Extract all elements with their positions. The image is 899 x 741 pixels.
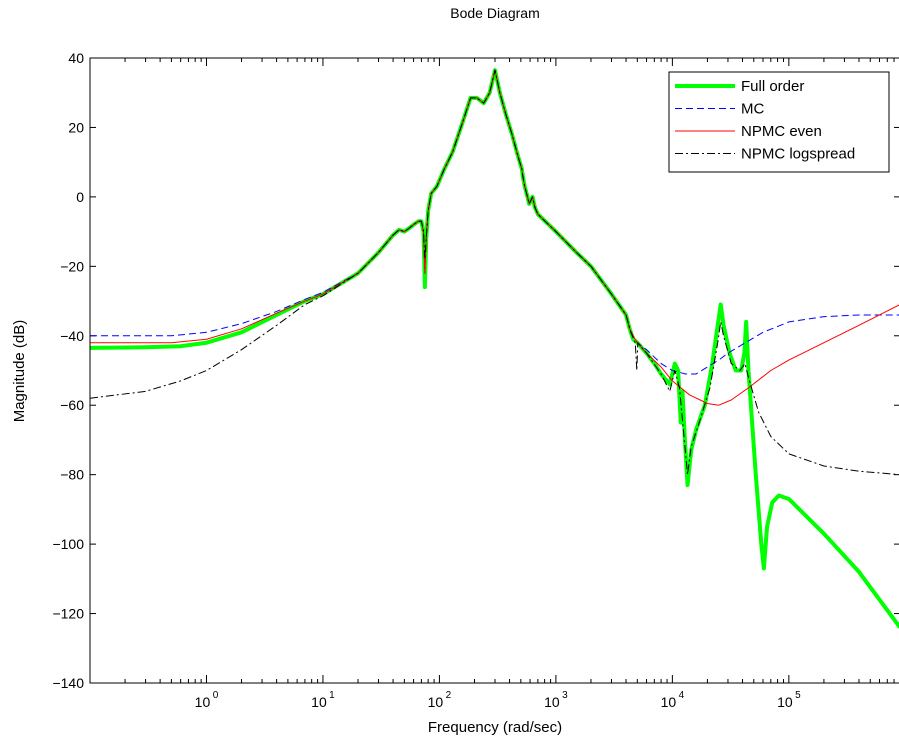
legend-label-full-order: Full order (741, 78, 804, 95)
x-tick-label: 10 (311, 694, 327, 710)
x-tick-exponent: 5 (795, 690, 801, 701)
y-tick-label: −120 (52, 606, 84, 622)
y-tick-label: 20 (68, 119, 84, 135)
y-tick-label: −20 (60, 258, 84, 274)
y-axis-label: Magnitude (dB) (11, 320, 28, 423)
x-tick-label: 10 (777, 694, 793, 710)
legend-box (668, 71, 890, 173)
legend-label-mc: MC (741, 101, 764, 118)
legend-label-npmc-even: NPMC even (741, 123, 822, 140)
y-tick-label: 0 (76, 189, 84, 205)
x-tick-exponent: 1 (329, 690, 335, 701)
y-tick-label: −80 (60, 467, 84, 483)
x-tick-label: 10 (195, 694, 211, 710)
chart-title: Bode Diagram (450, 5, 540, 21)
x-axis-label: Frequency (rad/sec) (428, 719, 562, 736)
x-tick-label: 10 (544, 694, 560, 710)
x-tick-label: 10 (428, 694, 444, 710)
y-tick-label: −140 (52, 675, 84, 691)
series-lines (90, 68, 899, 629)
y-tick-label: −40 (60, 328, 84, 344)
legend: Full order MC NPMC even NPMC logspread (668, 71, 890, 173)
x-tick-exponent: 2 (446, 690, 452, 701)
y-tick-label: 40 (68, 50, 84, 66)
plot-frame (89, 57, 899, 684)
series-line-npmc-logspread (90, 69, 899, 476)
x-tick-exponent: 4 (679, 690, 685, 701)
x-tick-label: 10 (661, 694, 677, 710)
legend-label-npmc-logspread: NPMC logspread (741, 146, 855, 163)
x-tick-exponent: 3 (562, 690, 568, 701)
y-tick-label: −100 (52, 536, 84, 552)
x-tick-exponent: 0 (213, 690, 219, 701)
y-tick-label: −60 (60, 397, 84, 413)
